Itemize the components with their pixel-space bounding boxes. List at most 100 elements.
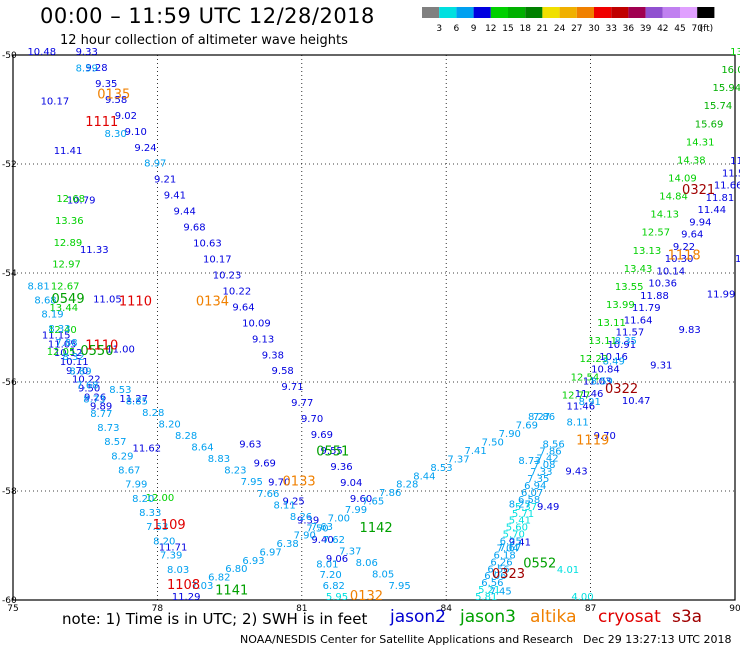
swh-value-jason2: 12.00: [146, 493, 175, 504]
swh-value-altika: 8.77: [90, 409, 112, 420]
swh-value-jason2: 9.24: [134, 143, 156, 154]
swh-value-altika: 7.20: [319, 570, 341, 581]
swh-value-jason2: 11.64: [624, 315, 653, 326]
swh-value-altika: 6.56: [487, 564, 509, 575]
scale-tick-label: 45: [674, 24, 685, 34]
swh-value-jason2: 10.09: [242, 318, 271, 329]
swh-value-altika: 8.73: [83, 395, 105, 406]
swh-value-jason2: 9.77: [291, 398, 313, 409]
swh-value-jason2: 9.64: [232, 302, 254, 313]
swh-value-altika: 8.91: [579, 397, 601, 408]
plot-frame: [12, 54, 736, 601]
swh-value-jason2: 10.22: [223, 286, 252, 297]
color-scale-legend: 3 6 9 12 15 18 21 24 27 30 33 36 39 42 45 70(ft): [422, 7, 715, 34]
swh-value-jason3: 14.09: [668, 173, 697, 184]
swh-value-altika: 5.71: [512, 509, 534, 520]
swh-value-altika: 8.33: [139, 508, 161, 519]
pass-time-label: 1141: [215, 584, 248, 599]
swh-value-altika: 8.73: [97, 423, 119, 434]
swh-value-altika: 7.95: [388, 581, 410, 592]
swh-value-altika: 4.00: [571, 592, 593, 603]
swh-value-jason2: 9.70: [268, 478, 290, 489]
swh-value-altika: 8.28: [142, 408, 164, 419]
swh-value-jason2: 9.58: [105, 95, 127, 106]
swh-value-jason2: 11.62: [132, 443, 161, 454]
swh-value-altika: 7.99: [125, 480, 147, 491]
swh-value-jason2: 9.69: [254, 458, 276, 469]
swh-value-jason3: 12.67: [51, 281, 80, 292]
swh-value-jason3: 13.13: [633, 246, 662, 257]
pass-time-label: 0321: [682, 183, 715, 198]
swh-value-altika: 7.69: [516, 421, 538, 432]
swh-value-jason2: 11.07: [735, 254, 740, 265]
swh-value-jason2: 9.44: [174, 207, 196, 218]
swh-value-jason2: 11.46: [575, 389, 604, 400]
swh-value-altika: 7.62: [323, 535, 345, 546]
swh-value-jason2: 11.15: [42, 330, 71, 341]
swh-value-altika: 8.11: [567, 418, 589, 429]
swh-value-jason2: 9.33: [76, 47, 98, 58]
swh-value-jason3: 13.36: [730, 47, 740, 58]
swh-value-altika: 5.70: [503, 530, 525, 541]
swh-value-altika: 8.59: [76, 63, 98, 74]
scale-swatch: [490, 7, 508, 18]
swh-value-altika: 8.53: [109, 385, 131, 396]
y-tick-label: -52: [2, 160, 17, 170]
swh-value-jason3: 13.36: [55, 216, 84, 227]
swh-value-altika: 7.99: [345, 505, 367, 516]
pass-time-label: 1110: [119, 295, 152, 310]
swh-value-jason3: 14.31: [686, 137, 715, 148]
y-tick-label: -60: [2, 596, 17, 606]
scale-swatch: [559, 7, 577, 18]
scale-swatch: [576, 7, 594, 18]
swh-value-jason2: 11.71: [159, 542, 188, 553]
swh-value-jason3: 12.68: [56, 194, 85, 205]
swh-value-jason2: 9.68: [183, 223, 205, 234]
swh-value-altika: 6.26: [490, 557, 512, 568]
swh-value-jason2: 10.36: [648, 279, 677, 290]
swh-value-altika: 7.45: [490, 587, 512, 598]
swh-value-jason2: 9.36: [330, 462, 352, 473]
swh-value-jason3: 12.57: [642, 228, 671, 239]
swh-value-jason2: 11.66: [714, 181, 740, 192]
swh-value-jason3: 13.11: [597, 318, 626, 329]
swh-value-altika: 7.65: [362, 497, 384, 508]
x-tick-label: 90: [729, 604, 740, 614]
scale-swatch: [697, 7, 715, 18]
swh-value-jason2: 10.48: [27, 47, 56, 58]
pass-time-label: 0551: [316, 445, 349, 460]
pass-time-label: 0133: [283, 475, 316, 490]
swh-value-altika: 8.35: [615, 336, 637, 347]
swh-value-jason2: 10.79: [67, 196, 96, 207]
swh-value-altika: 6.58: [518, 495, 540, 506]
grid-lines: [13, 55, 735, 600]
legend-s3a: s3a: [672, 607, 703, 627]
swh-value-altika: 7.95: [241, 477, 263, 488]
swh-value-altika: 8.33: [48, 324, 70, 335]
swh-value-altika: 7.68: [76, 381, 98, 392]
scale-tick-label: 15: [502, 24, 513, 34]
scale-tick-label: 30: [588, 24, 600, 34]
swh-value-altika: 7.90: [294, 530, 316, 541]
swh-value-jason2: 10.14: [657, 266, 686, 277]
swh-value-jason2: 9.28: [85, 63, 107, 74]
swh-value-jason2: 9.70: [594, 431, 616, 442]
swh-value-altika: 8.28: [396, 480, 418, 491]
swh-value-altika: 8.49: [603, 356, 625, 367]
swh-value-jason2: 11.57: [616, 328, 645, 339]
swh-value-jason2: 9.94: [689, 217, 711, 228]
swh-value-jason2: 9.31: [650, 360, 672, 371]
legend-jason3: jason3: [460, 607, 516, 627]
swh-value-jason2: 9.39: [297, 516, 319, 527]
swh-value-jason3: 15.94: [712, 83, 740, 94]
swh-value-jason2: 9.38: [262, 350, 284, 361]
pass-time-label: 1111: [85, 115, 118, 130]
swh-value-altika: 8.19: [41, 310, 63, 321]
swh-value-altika: 8.27: [528, 412, 550, 423]
swh-value-altika: 7.42: [536, 453, 558, 464]
swh-value-altika: 4.01: [557, 565, 579, 576]
swh-value-altika: 7.50: [482, 437, 504, 448]
swh-value-jason2: 9.10: [125, 127, 147, 138]
swh-value-altika: 7.39: [160, 551, 182, 562]
